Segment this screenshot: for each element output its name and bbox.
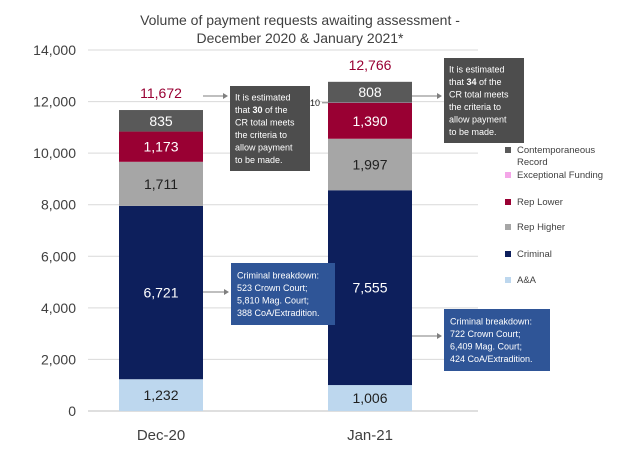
legend-label: Criminal <box>517 249 552 260</box>
bar-segment-criminal <box>328 190 412 386</box>
legend-item-criminal: Criminal <box>505 249 552 260</box>
y-axis-ticks: 0 2,000 4,000 6,000 8,000 10,000 12,000 14,000 <box>33 42 76 419</box>
y-tick-label: 14,000 <box>33 42 76 58</box>
annotation-line: the criteria to <box>235 130 287 140</box>
annotation-line: allow payment <box>235 143 293 153</box>
annotation-cr-note-dec: It is estimated that 30 of the CR total me… <box>203 86 310 171</box>
annotation-box <box>444 58 524 143</box>
annotation-line: It is estimated <box>235 93 291 103</box>
total-label: 12,766 <box>349 57 392 73</box>
chart-title-line-1: Volume of payment requests awaiting asse… <box>140 12 460 28</box>
y-tick-label: 6,000 <box>41 248 76 264</box>
arrow-head-icon <box>223 93 228 99</box>
annotation-line: Criminal breakdown: <box>237 271 319 281</box>
annotation-crim-note-dec: Criminal breakdown: 523 Crown Court; 5,810… <box>203 263 335 325</box>
bar-segment-rep-lower <box>328 102 412 139</box>
legend-swatch <box>505 199 511 205</box>
legend-swatch <box>505 147 511 153</box>
y-tick-label: 4,000 <box>41 300 76 316</box>
annotation-line: 722 Crown Court; <box>450 329 521 339</box>
annotation-box <box>231 263 335 325</box>
legend-label: Rep Lower <box>517 197 563 208</box>
legend-label: Contemporaneous <box>517 145 595 156</box>
y-tick-label: 0 <box>68 403 76 419</box>
annotation-line: allow payment <box>449 115 507 125</box>
annotation-line: to be made. <box>449 127 497 137</box>
annotation-line: 5,810 Mag. Court; <box>237 296 309 306</box>
bar-segment-rep-higher <box>328 138 412 191</box>
annotation-line: the criteria to <box>449 102 501 112</box>
total-label: 11,672 <box>140 85 182 101</box>
chart-title-line-2: December 2020 & January 2021* <box>196 30 404 46</box>
data-labels: 1,232 6,721 1,711 1,173 835 11,672 Dec-20 1,006… <box>137 57 393 444</box>
annotation-crim-note-jan: Criminal breakdown: 722 Crown Court; 6,409… <box>412 309 550 371</box>
y-tick-label: 8,000 <box>41 197 76 213</box>
legend-item-exceptional-funding: Exceptional Funding <box>505 170 603 181</box>
data-label-rep-lower: 1,390 <box>352 113 387 129</box>
annotation-cr-note-jan: It is estimated that 34 of the CR total me… <box>412 58 524 143</box>
data-label-rep-higher: 1,997 <box>352 157 387 173</box>
x-tick-label: Jan-21 <box>347 427 393 444</box>
data-label-contemporaneous-record: 808 <box>358 84 382 100</box>
annotation-line: to be made. <box>235 155 283 165</box>
annotation-line: It is estimated <box>449 65 505 75</box>
legend-label: Record <box>517 157 548 168</box>
arrow-head-icon <box>437 333 442 339</box>
data-label-exceptional-funding: 10 <box>310 98 320 108</box>
legend-item-rep-lower: Rep Lower <box>505 197 563 208</box>
data-label-rep-higher: 1,711 <box>144 176 178 192</box>
arrow-head-icon <box>437 93 442 99</box>
data-label-criminal: 7,555 <box>352 280 387 296</box>
annotation-line: 424 CoA/Extradition. <box>450 354 533 364</box>
legend-label: Rep Higher <box>517 222 565 233</box>
bar-segment-a-a <box>119 379 203 411</box>
legend-item-rep-higher: Rep Higher <box>505 222 565 233</box>
annotation-line: CR total meets <box>449 90 509 100</box>
data-label-rep-lower: 1,173 <box>143 139 178 155</box>
y-tick-label: 10,000 <box>33 145 76 161</box>
annotation-line: 6,409 Mag. Court; <box>450 342 522 352</box>
y-tick-label: 2,000 <box>41 351 76 367</box>
legend-item-a-a: A&A <box>505 275 537 286</box>
legend-label: A&A <box>517 275 537 286</box>
annotation-box <box>444 309 550 371</box>
annotation-line: that 34 of the <box>449 77 502 87</box>
annotations: It is estimated that 30 of the CR total me… <box>203 58 550 371</box>
annotation-line: that 30 of the <box>235 105 288 115</box>
x-tick-label: Dec-20 <box>137 427 185 444</box>
annotation-box <box>230 86 310 171</box>
annotation-line: 388 CoA/Extradition. <box>237 308 320 318</box>
data-label-a-a: 1,006 <box>352 390 387 406</box>
bar-segment-criminal <box>119 205 203 380</box>
data-label-criminal: 6,721 <box>143 285 178 301</box>
bars <box>119 81 412 411</box>
annotation-line: 523 Crown Court; <box>237 283 308 293</box>
arrow-head-icon <box>224 289 229 295</box>
legend-swatch <box>505 172 511 178</box>
legend-swatch <box>505 251 511 257</box>
annotation-line: CR total meets <box>235 118 295 128</box>
annotation-line: Criminal breakdown: <box>450 317 532 327</box>
bar-segment-a-a <box>328 385 412 411</box>
bar-segment-contemporaneous-record <box>119 110 203 132</box>
data-label-contemporaneous-record: 835 <box>149 113 173 129</box>
bar-segment-contemporaneous-record <box>328 81 412 103</box>
legend-label: Exceptional Funding <box>517 170 603 181</box>
data-label-a-a: 1,232 <box>143 387 178 403</box>
bar-segment-rep-lower <box>119 131 203 162</box>
legend-swatch <box>505 224 511 230</box>
bar-segment-rep-higher <box>119 161 203 206</box>
legend-swatch <box>505 277 511 283</box>
y-tick-label: 12,000 <box>33 94 76 110</box>
